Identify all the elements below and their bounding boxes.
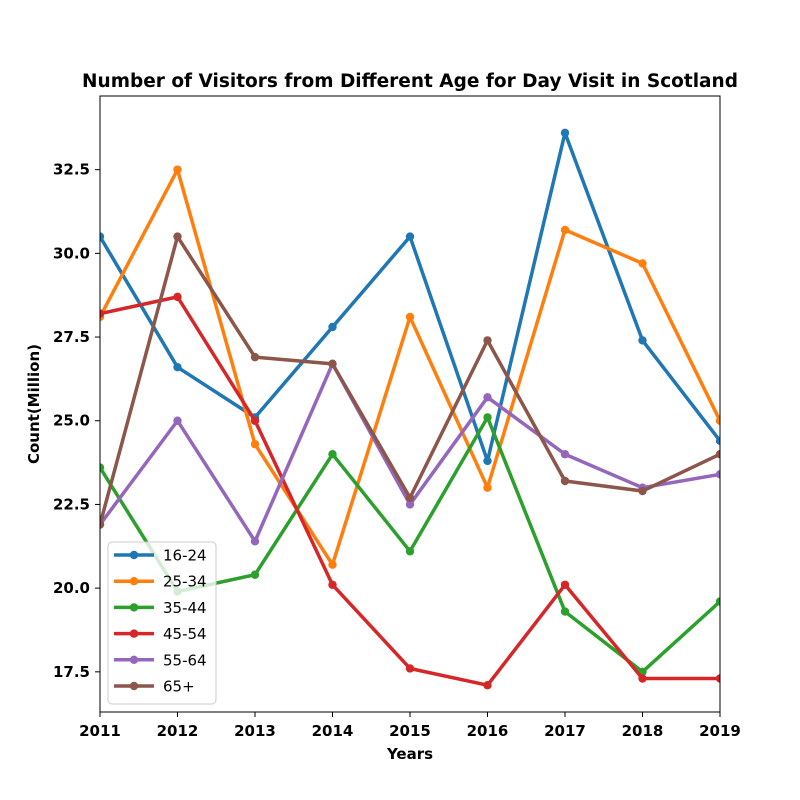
data-point-55-64-2017 — [560, 450, 570, 459]
legend-marker-25-34 — [129, 577, 139, 586]
legend-label-45-54: 45-54 — [163, 625, 207, 643]
legend-marker-65+ — [129, 681, 139, 691]
legend-label-25-34: 25-34 — [163, 573, 207, 591]
data-point-55-64-2015 — [405, 500, 415, 509]
data-point-45-54-2014 — [328, 580, 337, 589]
y-tick-label: 22.5 — [53, 495, 90, 513]
data-point-55-64-2012 — [173, 416, 182, 425]
legend-box — [107, 541, 217, 705]
data-point-45-54-2018 — [638, 674, 647, 683]
data-point-16-24-2019 — [715, 436, 720, 446]
x-tick-label: 2012 — [157, 722, 199, 740]
legend-label-55-64: 55-64 — [163, 651, 207, 669]
data-point-16-24-2011 — [100, 232, 105, 241]
data-point-65+-2013 — [250, 352, 260, 362]
data-point-16-24-2018 — [638, 336, 647, 345]
data-point-25-34-2014 — [328, 560, 337, 569]
series-line-55-64 — [100, 362, 720, 544]
legend-marker-55-64 — [129, 655, 139, 664]
legend-marker-16-24 — [129, 550, 139, 560]
data-point-25-34-2017 — [560, 225, 570, 235]
y-tick-label: 27.5 — [53, 328, 90, 346]
data-point-45-54-2013 — [250, 416, 260, 425]
data-point-45-54-2015 — [405, 664, 415, 673]
data-point-35-44-2014 — [328, 450, 337, 459]
data-point-45-54-2011 — [100, 309, 105, 318]
x-tick-label: 2016 — [467, 722, 509, 740]
legend-marker-45-54 — [129, 629, 139, 638]
x-tick-label: 2015 — [389, 722, 431, 740]
data-point-25-34-2013 — [250, 439, 260, 449]
data-point-65+-2012 — [173, 232, 182, 241]
data-point-45-54-2012 — [173, 292, 182, 302]
data-point-65+-2014 — [328, 359, 337, 369]
data-point-16-24-2016 — [483, 456, 492, 466]
x-tick-label: 2019 — [699, 722, 741, 740]
data-point-16-24-2015 — [405, 232, 415, 241]
data-point-35-44-2011 — [100, 463, 105, 472]
x-tick-label: 2014 — [312, 722, 354, 740]
data-point-25-34-2018 — [638, 259, 647, 268]
y-tick-label: 32.5 — [53, 161, 90, 179]
data-point-35-44-2016 — [483, 413, 492, 422]
data-point-25-34-2012 — [173, 165, 182, 174]
data-point-25-34-2015 — [405, 312, 415, 322]
y-tick-label: 30.0 — [53, 244, 90, 262]
chart-title: Number of Visitors from Different Age fo… — [82, 71, 738, 92]
data-point-35-44-2015 — [405, 547, 415, 556]
data-point-35-44-2017 — [560, 607, 570, 616]
data-point-45-54-2019 — [715, 674, 720, 683]
data-point-65+-2015 — [405, 493, 415, 502]
data-point-65+-2017 — [560, 476, 570, 486]
legend-marker-35-44 — [129, 603, 139, 612]
y-tick-label: 25.0 — [53, 412, 90, 430]
y-axis-label: Count(Million) — [25, 344, 43, 464]
data-point-45-54-2016 — [483, 681, 492, 690]
data-point-45-54-2017 — [560, 580, 570, 589]
x-tick-label: 2013 — [234, 722, 276, 740]
data-point-65+-2011 — [100, 520, 105, 529]
legend-label-65+: 65+ — [163, 678, 195, 696]
data-point-25-34-2016 — [483, 483, 492, 492]
data-point-55-64-2016 — [483, 393, 492, 402]
data-point-35-44-2019 — [715, 597, 720, 606]
x-tick-label: 2018 — [622, 722, 664, 740]
data-point-25-34-2019 — [715, 416, 720, 425]
legend-label-16-24: 16-24 — [163, 547, 207, 565]
series-line-16-24 — [100, 131, 720, 463]
data-point-65+-2018 — [638, 486, 647, 496]
x-tick-label: 2017 — [544, 722, 586, 740]
y-tick-label: 17.5 — [53, 663, 90, 681]
data-point-16-24-2014 — [328, 322, 337, 332]
data-point-16-24-2012 — [173, 362, 182, 372]
data-point-65+-2019 — [715, 450, 720, 459]
x-tick-label: 2011 — [79, 722, 121, 740]
data-point-55-64-2019 — [715, 470, 720, 479]
data-point-65+-2016 — [483, 336, 492, 345]
data-point-16-24-2017 — [560, 128, 570, 138]
legend-label-35-44: 35-44 — [163, 599, 207, 617]
x-axis-label: Years — [386, 745, 433, 763]
y-tick-label: 20.0 — [53, 579, 90, 597]
legend: 16-24 25-34 35-44 45-54 55-64 65+ — [107, 541, 217, 705]
data-point-35-44-2013 — [250, 570, 260, 579]
data-point-55-64-2013 — [250, 537, 260, 546]
